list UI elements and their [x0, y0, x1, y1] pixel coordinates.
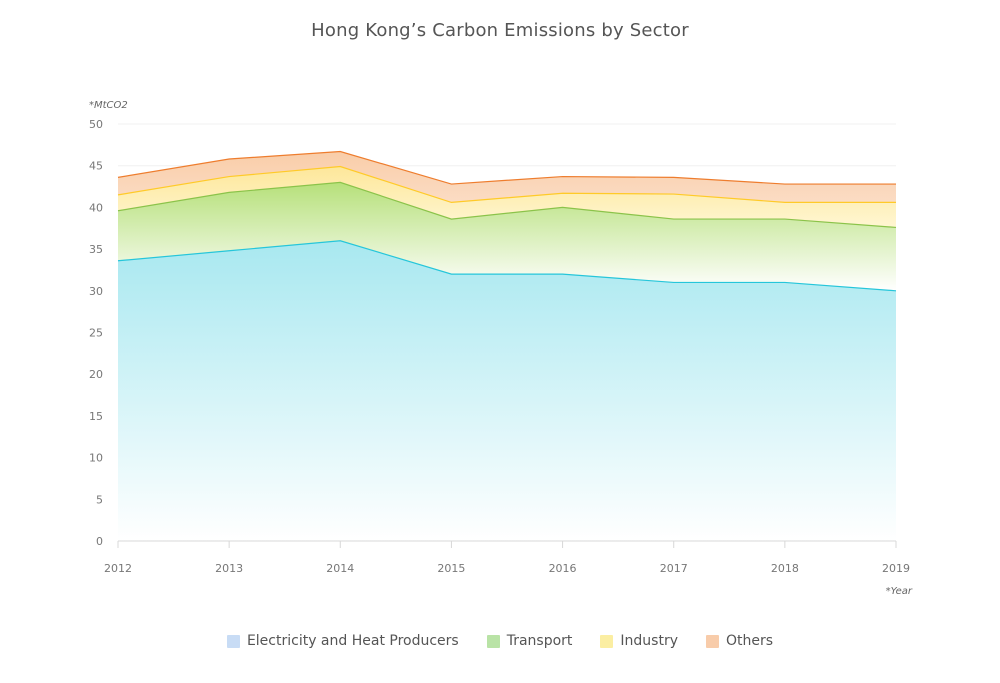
y-tick-label: 50 — [89, 118, 103, 131]
legend-label: Transport — [506, 633, 573, 649]
x-tick-label: 2014 — [326, 562, 354, 575]
x-tick-label: 2013 — [215, 562, 243, 575]
legend-item[interactable]: Electricity and Heat Producers — [226, 633, 459, 649]
chart-title: Hong Kong’s Carbon Emissions by Sector — [311, 20, 689, 41]
y-tick-label: 10 — [89, 452, 103, 465]
y-tick-label: 30 — [89, 285, 103, 298]
legend-swatch — [706, 634, 720, 648]
legend-swatch — [600, 634, 614, 648]
y-axis-unit-label: *MtCO2 — [89, 100, 128, 111]
legend-swatch — [486, 634, 500, 648]
y-tick-label: 20 — [89, 368, 103, 381]
legend-item[interactable]: Transport — [486, 633, 573, 649]
x-tick-label: 2015 — [437, 562, 465, 575]
y-tick-label: 40 — [89, 201, 103, 214]
y-tick-label: 35 — [89, 243, 103, 256]
series-line-1 — [117, 181, 897, 229]
legend: Electricity and Heat Producers Transport I… — [0, 633, 1000, 649]
y-tick-label: 15 — [89, 410, 103, 423]
legend-label: Industry — [620, 633, 679, 649]
series-line-2 — [117, 165, 896, 204]
x-tick-label: 2018 — [771, 562, 799, 575]
legend-label: Electricity and Heat Producers — [246, 633, 459, 649]
area-fill-3 — [118, 151, 896, 203]
legend-item[interactable]: Industry — [600, 633, 678, 649]
x-axis-unit-label: *Year — [886, 586, 913, 597]
x-tick-label: 2012 — [104, 562, 132, 575]
y-tick-label: 0 — [96, 535, 103, 548]
y-tick-label: 5 — [96, 493, 103, 506]
x-tick-label: 2016 — [549, 562, 577, 575]
series-line-3 — [117, 150, 896, 185]
y-tick-label: 25 — [89, 327, 103, 340]
area-fill-1 — [118, 182, 896, 291]
x-tick-label: 2019 — [882, 562, 910, 575]
legend-item[interactable]: Others — [706, 633, 773, 649]
x-tick-label: 2017 — [660, 562, 688, 575]
area-fill-0 — [118, 240, 896, 541]
legend-swatch — [226, 634, 240, 648]
axes: 0 5 10 15 20 25 30 35 40 45 50 2012 2013 2014 2015 2016… — [89, 118, 910, 575]
series-line-0 — [117, 240, 897, 292]
y-tick-label: 45 — [89, 160, 103, 173]
area-series — [117, 150, 897, 541]
area-fill-2 — [118, 166, 896, 228]
legend-label: Others — [726, 633, 774, 649]
